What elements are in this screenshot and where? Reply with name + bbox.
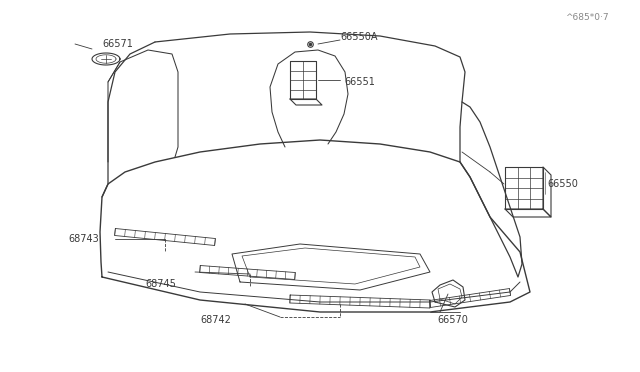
Text: 68742: 68742 — [200, 315, 231, 325]
Text: 68743: 68743 — [68, 234, 99, 244]
Text: 66550: 66550 — [547, 179, 578, 189]
Text: 68745: 68745 — [145, 279, 176, 289]
Text: ^685*0·7: ^685*0·7 — [565, 13, 609, 22]
Text: 66550A: 66550A — [340, 32, 378, 42]
Text: 66571: 66571 — [102, 39, 133, 49]
Text: 66551: 66551 — [344, 77, 375, 87]
Text: 66570: 66570 — [437, 315, 468, 325]
